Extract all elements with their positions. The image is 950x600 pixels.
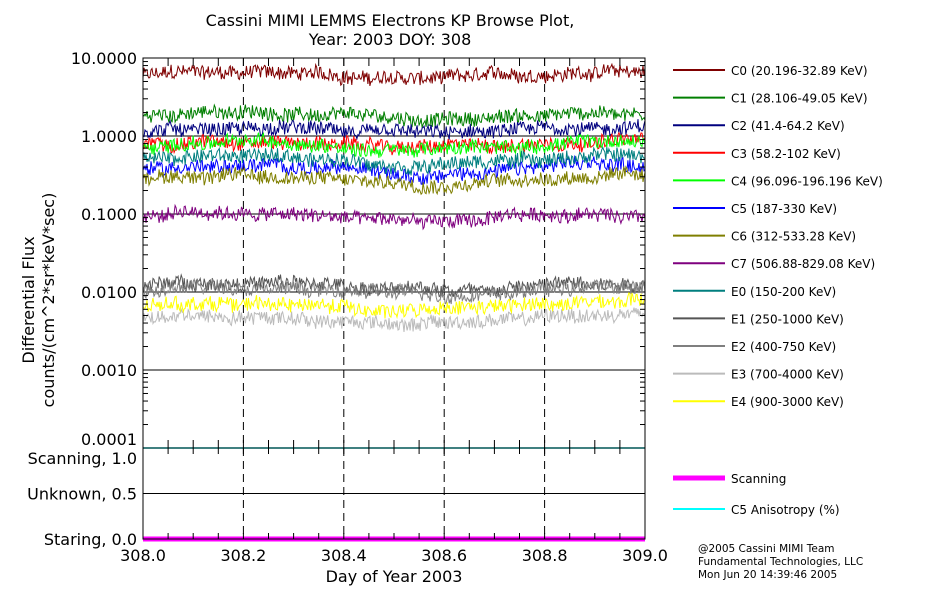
y-tick-label: 0.0100	[81, 283, 137, 302]
footer-company: Fundamental Technologies, LLC	[698, 556, 863, 568]
legend-label: E3 (700-4000 KeV)	[731, 368, 844, 382]
x-tick-label: 309.0	[622, 546, 668, 565]
legend-label: Scanning	[731, 472, 786, 486]
legend-label: E2 (400-750 KeV)	[731, 340, 836, 354]
series-line-c4	[142, 131, 646, 158]
series-line-e4	[142, 291, 646, 320]
series-line-e0	[142, 146, 646, 176]
x-tick-label: 308.4	[321, 546, 367, 565]
series-line-c6	[142, 165, 646, 196]
legend-label: C6 (312-533.28 KeV)	[731, 230, 856, 244]
lower-plot-frame	[142, 447, 646, 540]
x-tick-label: 308.2	[220, 546, 266, 565]
x-tick-label: 308.8	[522, 546, 568, 565]
y-axis-label-units: counts/(cm^2*sr*keV*sec)	[39, 193, 58, 408]
legend-label: E1 (250-1000 KeV)	[731, 312, 844, 326]
legend-label: C7 (506.88-829.08 KeV)	[731, 257, 875, 271]
series-line-c7	[142, 203, 646, 231]
x-tick-label: 308.0	[120, 546, 166, 565]
lower-y-tick-label: Unknown, 0.5	[27, 485, 137, 504]
legend-label: C0 (20.196-32.89 KeV)	[731, 64, 868, 78]
legend-label: C3 (58.2-102 KeV)	[731, 147, 841, 161]
legend-label: C5 (187-330 KeV)	[731, 202, 837, 216]
x-tick-label: 308.6	[421, 546, 467, 565]
series-line-e2	[142, 277, 646, 305]
series-line-c1	[142, 103, 646, 128]
y-tick-label: 0.0001	[81, 430, 137, 449]
y-tick-label: 0.0010	[81, 361, 137, 380]
y-tick-label: 0.1000	[81, 205, 137, 224]
legend-label: E4 (900-3000 KeV)	[731, 395, 844, 409]
lower-y-tick-label: Scanning, 1.0	[28, 449, 137, 468]
legend-label: E0 (150-200 KeV)	[731, 285, 836, 299]
series-line-e1	[142, 273, 646, 298]
chart-subtitle: Year: 2003 DOY: 308	[308, 30, 472, 49]
series-line-e3	[142, 307, 646, 332]
series-line-c2	[142, 119, 646, 141]
lower-y-tick-label: Staring, 0.0	[44, 530, 137, 549]
legend-label: C5 Anisotropy (%)	[731, 503, 840, 517]
series-line-c3	[142, 131, 646, 156]
y-tick-label: 1.0000	[81, 127, 137, 146]
footer-timestamp: Mon Jun 20 14:39:46 2005	[698, 569, 837, 581]
x-axis-label: Day of Year 2003	[326, 567, 463, 586]
series-line-c0	[142, 62, 646, 87]
y-tick-label: 10.0000	[71, 49, 137, 68]
legend-label: C1 (28.106-49.05 KeV)	[731, 92, 868, 106]
y-axis-label: Differential Flux	[19, 236, 38, 363]
footer-copyright: @2005 Cassini MIMI Team	[698, 543, 835, 555]
legend-label: C2 (41.4-64.2 KeV)	[731, 119, 845, 133]
chart-title: Cassini MIMI LEMMS Electrons KP Browse P…	[206, 11, 575, 30]
legend-label: C4 (96.096-196.196 KeV)	[731, 174, 883, 188]
